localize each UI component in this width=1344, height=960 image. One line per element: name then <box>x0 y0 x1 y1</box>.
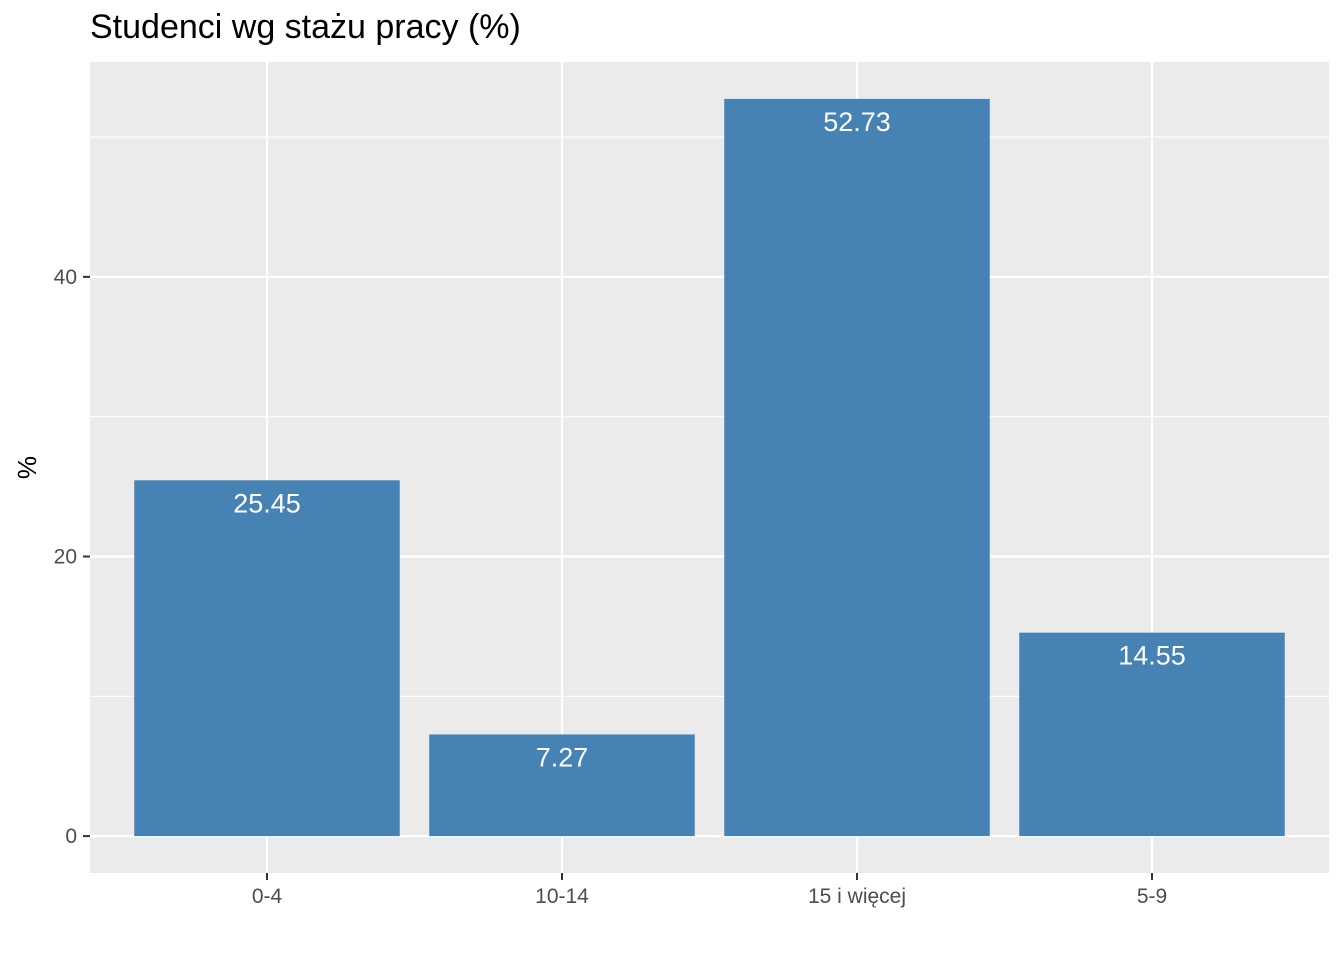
bar <box>1019 632 1285 837</box>
bar <box>724 98 990 837</box>
x-tick-label: 0-4 <box>252 885 283 908</box>
y-tick-label: 20 <box>54 545 77 568</box>
bar-value-label: 14.55 <box>1118 641 1186 671</box>
chart-title: Studenci wg stażu pracy (%) <box>90 8 521 46</box>
y-axis-title: % <box>12 456 42 479</box>
bar-value-label: 25.45 <box>233 488 301 518</box>
x-tick-label: 5-9 <box>1137 885 1167 908</box>
x-tick-label: 15 i więcej <box>808 885 906 908</box>
y-tick-label: 40 <box>54 266 77 289</box>
bar-value-label: 52.73 <box>823 107 891 137</box>
y-tick-label: 0 <box>65 825 77 848</box>
bar-value-label: 7.27 <box>536 742 589 772</box>
bar <box>134 480 400 837</box>
x-tick-label: 10-14 <box>535 885 589 908</box>
bar <box>429 734 695 837</box>
